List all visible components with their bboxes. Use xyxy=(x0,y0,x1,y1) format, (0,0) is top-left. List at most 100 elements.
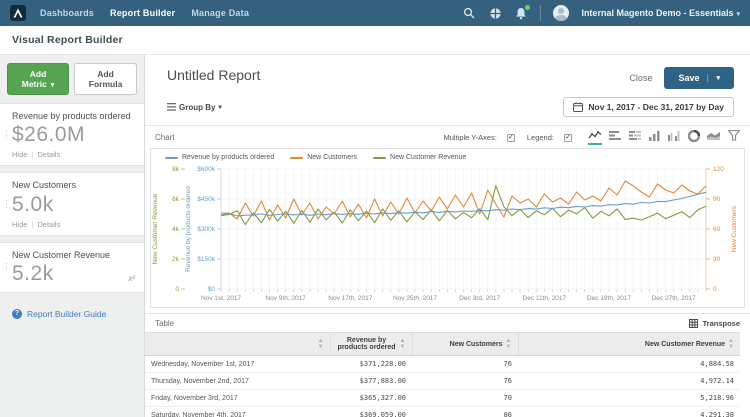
value-cell: $369,059.00 xyxy=(330,406,412,417)
legend-toggle-label: Legend: xyxy=(526,133,554,142)
chart-plot[interactable]: 8k $600k 120 6k $450k 90 4k $300k 60 2k $150k 30 0 $0… xyxy=(151,161,744,307)
legend-item[interactable]: Revenue by products ordered xyxy=(165,154,274,161)
value-cell: $377,883.00 xyxy=(330,372,412,390)
metric-card: ⋮ New Customer Revenue 5.2k x² xyxy=(0,241,144,293)
svg-text:New Customer Revenue: New Customer Revenue xyxy=(152,193,159,264)
funnel-chart-icon[interactable] xyxy=(728,130,740,143)
drag-handle-icon[interactable]: ⋮ xyxy=(2,129,11,140)
transpose-button[interactable]: Transpose xyxy=(689,319,740,328)
data-table: ▲ ▼ Revenue by products ordered ▲ ▼ New Custo… xyxy=(145,332,740,417)
metric-card: ⋮ Revenue by products ordered $26.0M Hide | D… xyxy=(0,103,144,167)
sort-icon: ▲ ▼ xyxy=(399,338,406,350)
report-title[interactable]: Untitled Report xyxy=(167,67,261,83)
metric-name: New Customer Revenue xyxy=(12,249,111,260)
table-row: Saturday, November 4th, 2017 $369,059.00 8… xyxy=(145,406,740,417)
bar-chart-icon[interactable] xyxy=(649,130,661,143)
svg-text:2k: 2k xyxy=(172,256,180,263)
metric-hide-link[interactable]: Hide xyxy=(12,219,28,229)
value-cell: 76 xyxy=(412,355,518,373)
svg-text:30: 30 xyxy=(713,256,721,263)
page-head: Visual Report Builder xyxy=(0,26,750,55)
svg-text:60: 60 xyxy=(713,226,721,233)
sort-icon: ▲ ▼ xyxy=(728,338,734,350)
divider: | xyxy=(31,150,34,160)
metric-hide-link[interactable]: Hide xyxy=(12,150,28,160)
notification-badge xyxy=(525,5,531,10)
transpose-label: Transpose xyxy=(702,319,740,328)
legend-label: Revenue by products ordered xyxy=(182,154,275,161)
date-cell: Friday, November 3rd, 2017 xyxy=(145,389,330,407)
grid-icon xyxy=(689,319,699,328)
nav-item-manage-data[interactable]: Manage Data xyxy=(191,8,250,18)
column-header-new-customer-revenue[interactable]: New Customer Revenue ▲ ▼ xyxy=(517,332,740,356)
globe-icon[interactable] xyxy=(488,6,502,20)
save-button[interactable]: Save ▾ xyxy=(664,67,734,89)
date-range-picker[interactable]: Nov 1, 2017 - Dec 31, 2017 by Day xyxy=(563,97,734,117)
stacked-area-chart-icon[interactable] xyxy=(707,130,721,143)
svg-text:90: 90 xyxy=(713,196,721,203)
svg-text:0: 0 xyxy=(175,286,179,293)
table-row: Thursday, November 2nd, 2017 $377,883.00 7… xyxy=(145,372,740,390)
metric-name: Revenue by products ordered xyxy=(12,111,131,121)
drag-handle-icon[interactable]: ⋮ xyxy=(2,198,11,209)
logo[interactable] xyxy=(10,5,26,21)
group-by-dropdown[interactable]: Group By ▾ xyxy=(167,103,222,112)
horizontal-bar-chart-icon[interactable] xyxy=(609,130,622,143)
value-cell: 76 xyxy=(412,372,518,390)
add-formula-button[interactable]: Add Formula xyxy=(74,63,137,95)
nav-divider xyxy=(540,5,542,21)
column-header-revenue-by-products-ordered[interactable]: Revenue by products ordered ▲ ▼ xyxy=(329,332,412,356)
svg-text:Dec 3rd, 2017: Dec 3rd, 2017 xyxy=(459,295,500,302)
notifications-bell-icon[interactable] xyxy=(514,5,531,20)
legend-item[interactable]: New Customer Revenue xyxy=(373,154,466,161)
metric-links: Hide | Details xyxy=(12,150,135,159)
svg-text:Nov 25th, 2017: Nov 25th, 2017 xyxy=(393,295,437,302)
svg-text:Dec 19th, 2017: Dec 19th, 2017 xyxy=(587,295,631,302)
chevron-down-icon: ▾ xyxy=(218,104,222,111)
value-cell: 86 xyxy=(412,406,518,417)
line-chart-icon[interactable] xyxy=(588,130,602,145)
legend-label: New Customers xyxy=(307,154,358,161)
sort-icon: ▲ ▼ xyxy=(317,338,324,350)
grouped-bar-chart-icon[interactable] xyxy=(668,130,681,143)
multiple-y-axes-checkbox[interactable]: ✓ xyxy=(506,133,515,142)
metric-details-link[interactable]: Details xyxy=(37,150,61,160)
formula-icon: x² xyxy=(128,273,135,283)
svg-text:Nov 1st, 2017: Nov 1st, 2017 xyxy=(201,295,241,302)
metric-details-link[interactable]: Details xyxy=(37,219,61,229)
legend-item[interactable]: New Customers xyxy=(290,154,357,161)
avatar[interactable] xyxy=(553,5,570,21)
metric-name: New Customers xyxy=(12,180,77,191)
metrics-sidebar: Add Metric ▾ Add Formula ⋮ Revenue by prod… xyxy=(0,55,145,417)
help-icon: ? xyxy=(12,308,22,319)
page-title: Visual Report Builder xyxy=(12,34,123,46)
list-icon xyxy=(167,103,176,111)
column-header-new-customers[interactable]: New Customers ▲ ▼ xyxy=(411,332,518,356)
nav-item-dashboards[interactable]: Dashboards xyxy=(40,8,95,18)
horizontal-stacked-bar-chart-icon[interactable] xyxy=(629,130,642,143)
svg-text:4k: 4k xyxy=(172,226,180,233)
svg-text:$450k: $450k xyxy=(197,196,215,203)
report-builder-guide-link[interactable]: ? Report Builder Guide xyxy=(0,299,144,329)
metric-card: ⋮ New Customers 5.0k Hide | Details xyxy=(0,172,144,236)
chart-section-label: Chart xyxy=(155,133,175,142)
legend-checkbox[interactable]: ✓ xyxy=(564,133,572,142)
search-icon[interactable] xyxy=(462,6,476,20)
svg-text:Revenue by products ordered: Revenue by products ordered xyxy=(185,186,192,272)
svg-text:6k: 6k xyxy=(172,196,180,203)
date-cell: Saturday, November 4th, 2017 xyxy=(145,406,330,417)
value-cell: $365,327.00 xyxy=(330,389,412,407)
close-button[interactable]: Close xyxy=(629,73,653,83)
svg-text:120: 120 xyxy=(713,166,724,173)
table-row: Wednesday, November 1st, 2017 $371,228.00… xyxy=(145,355,740,373)
svg-text:8k: 8k xyxy=(172,166,180,173)
svg-text:$0: $0 xyxy=(208,286,216,293)
nav-item-report-builder[interactable]: Report Builder xyxy=(110,8,176,18)
drag-handle-icon[interactable]: ⋮ xyxy=(2,261,11,272)
multiple-y-axes-label: Multiple Y-Axes: xyxy=(443,133,497,142)
donut-chart-icon[interactable] xyxy=(688,130,700,144)
account-menu[interactable]: Internal Magento Demo - Essentials ▾ xyxy=(581,8,740,18)
calendar-icon xyxy=(573,102,584,112)
column-header-date[interactable]: ▲ ▼ xyxy=(145,332,330,356)
add-metric-button[interactable]: Add Metric ▾ xyxy=(7,63,70,95)
